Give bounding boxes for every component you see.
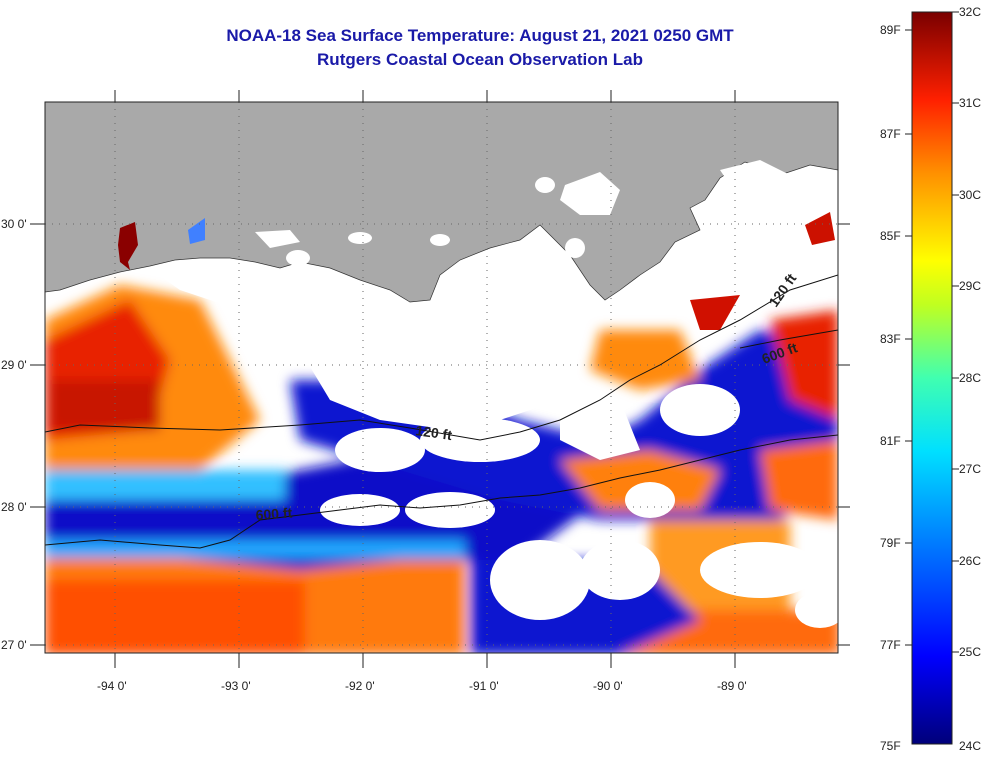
map-area [45,102,838,653]
colorbar-label-c: 27C [959,462,981,476]
axis-ticks [30,90,850,668]
lon-label: -91 0' [469,679,499,693]
contour-label-600ft: 600 ft [255,504,293,523]
lon-label: -89 0' [717,679,747,693]
contour-120ft [45,274,838,441]
lon-label: -92 0' [345,679,375,693]
land-mass [45,102,838,303]
contour-600ft [45,434,838,549]
colorbar [911,11,953,745]
colorbar-label-c: 30C [959,188,981,202]
hot-patch-east [805,212,835,245]
contour-label-120ft: 120 ft [415,422,454,443]
colorbar-label-c: 25C [959,645,981,659]
map-title: NOAA-18 Sea Surface Temperature: August … [226,26,734,45]
lat-label: 30 0' [1,217,27,231]
map-frame [44,101,839,654]
lon-label: -93 0' [221,679,251,693]
colorbar-label-f: 81F [880,434,901,448]
map-subtitle: Rutgers Coastal Ocean Observation Lab [317,50,643,69]
colorbar-label-c: 28C [959,371,981,385]
colorbar-label-f: 77F [880,638,901,652]
colorbar-label-f: 87F [880,127,901,141]
contour-600ft-east [739,329,838,349]
colorbar-label-c: 26C [959,554,981,568]
colorbar-label-c: 24C [959,739,981,753]
lat-label: 28 0' [1,500,27,514]
lon-label: -90 0' [593,679,623,693]
hot-patch-delta [690,295,740,330]
colorbar-label-f: 85F [880,229,901,243]
colorbar-label-f: 89F [880,23,901,37]
lat-label: 27 0' [1,638,27,652]
colorbar-label-f: 83F [880,332,901,346]
inland-water [255,160,790,266]
colorbar-ticks [905,11,959,653]
colorbar-label-c: 31C [959,96,981,110]
lon-label: -94 0' [97,679,127,693]
colorbar-label-c: 29C [959,279,981,293]
cool-patch [188,218,205,244]
colorbar-label-c: 32C [959,5,981,19]
lat-label: 29 0' [1,358,27,372]
colorbar-label-f: 75F [880,739,901,753]
graticule [45,102,838,653]
cloud-cover [140,200,838,628]
hot-patch [118,222,138,270]
colorbar-label-f: 79F [880,536,901,550]
